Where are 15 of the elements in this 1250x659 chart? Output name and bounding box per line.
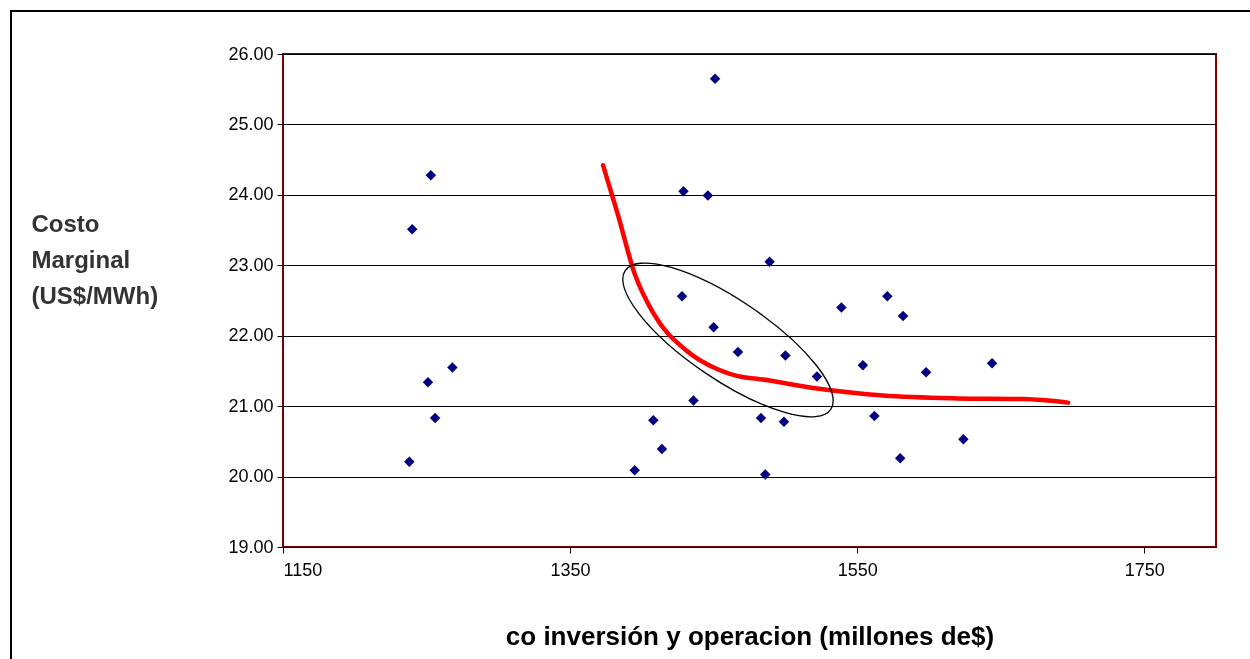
- x-tick-label: 1550: [837, 559, 878, 580]
- y-tick-label: 24.00: [228, 184, 274, 205]
- x-tick-label: 1750: [1124, 559, 1165, 580]
- x-tick-label: 1150: [283, 559, 323, 580]
- y-tick-label: 26.00: [228, 43, 274, 64]
- y-tick-label: 20.00: [228, 466, 274, 487]
- x-tick-label: 1350: [550, 559, 591, 580]
- y-tick-label: 22.00: [228, 325, 274, 346]
- line-series: [600, 163, 1071, 405]
- y-tick-label: 19.00: [228, 536, 274, 557]
- y-tick-label: 23.00: [228, 254, 274, 275]
- y-tick-label: 21.00: [228, 395, 274, 416]
- y-tick-label: 25.00: [228, 113, 274, 134]
- y-axis-title: Costo Marginal (US$/MWh): [31, 209, 159, 309]
- x-axis-title: co inversión y operacion (millones de$): [505, 620, 995, 651]
